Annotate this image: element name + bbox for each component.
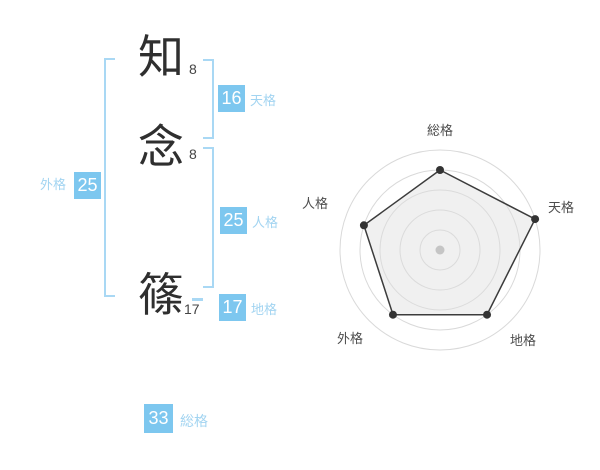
name-char-1: 知 — [138, 31, 184, 83]
chikaku-value-badge: 17 — [219, 294, 246, 321]
name-char-2: 念 — [138, 121, 184, 173]
chikaku-label: 地格 — [251, 302, 278, 317]
tenkaku-bracket — [203, 59, 214, 139]
stroke-count-3: 17 — [184, 301, 200, 317]
soukaku-label: 総格 — [180, 413, 208, 429]
name-char-3: 篠 — [138, 269, 184, 321]
chikaku-tick — [192, 298, 203, 301]
radar-axis-label-jinkaku: 人格 — [302, 196, 329, 211]
tenkaku-label: 天格 — [250, 93, 277, 108]
soukaku-value-badge: 33 — [144, 404, 173, 433]
radar-axis-label-chikaku: 地格 — [510, 333, 537, 348]
gaikaku-bracket — [104, 58, 115, 297]
tenkaku-value-badge: 16 — [218, 85, 245, 112]
radar-axis-label-tenkaku: 天格 — [548, 200, 575, 215]
jinkaku-label: 人格 — [252, 215, 279, 230]
gaikaku-label: 外格 — [40, 177, 67, 192]
stroke-count-1: 8 — [189, 61, 197, 77]
jinkaku-bracket — [203, 147, 214, 288]
radar-axis-label-gaikaku: 外格 — [337, 331, 364, 346]
radar-chart-svg — [339, 149, 541, 351]
radar-axis-label-soukaku: 総格 — [426, 123, 453, 138]
jinkaku-value-badge: 25 — [220, 207, 247, 234]
stroke-count-2: 8 — [189, 146, 197, 162]
gaikaku-value-badge: 25 — [74, 172, 101, 199]
